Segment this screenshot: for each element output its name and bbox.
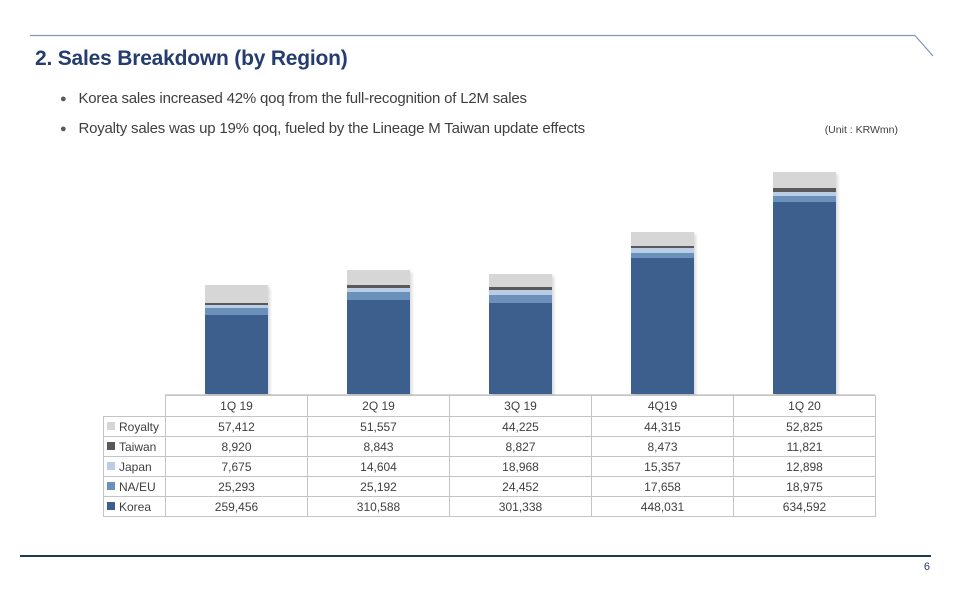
bar-segment-japan: [488, 289, 552, 296]
value-cell: 448,031: [591, 496, 734, 517]
column-header: 1Q 20: [733, 395, 876, 417]
legend-label-cell: Royalty: [103, 416, 166, 437]
value-cell: 15,357: [591, 456, 734, 477]
column-header: 4Q19: [591, 395, 734, 417]
value-cell: 8,473: [591, 436, 734, 457]
bar-segment-taiwan: [488, 286, 552, 290]
sales-stacked-bar-chart: [165, 150, 875, 400]
bullet-text: Royalty sales was up 19% qoq, fueled by …: [78, 120, 585, 137]
bar-segment-naeu: [772, 195, 836, 202]
bullet-item: ● Royalty sales was up 19% qoq, fueled b…: [60, 120, 585, 139]
value-cell: 52,825: [733, 416, 876, 437]
value-cell: 301,338: [449, 496, 592, 517]
legend-label-cell: Taiwan: [103, 436, 166, 457]
value-cell: 310,588: [307, 496, 450, 517]
table-row-naeu: NA/EU 25,293 25,192 24,452 17,658 18,975: [103, 476, 876, 497]
chart-column-2q19: [307, 150, 449, 394]
column-header: 1Q 19: [165, 395, 308, 417]
bar-segment-royalty: [346, 269, 410, 286]
bullet-dot-icon: ●: [60, 123, 67, 135]
data-table: 1Q 19 2Q 19 3Q 19 4Q19 1Q 20 Royalty 57,412 51,…: [103, 395, 876, 517]
value-cell: 25,293: [165, 476, 308, 497]
bar-segment-japan: [772, 192, 836, 196]
page-title: 2. Sales Breakdown (by Region): [35, 47, 348, 70]
value-cell: 12,898: [733, 456, 876, 477]
chart-column-1q20: [733, 150, 875, 394]
value-cell: 18,975: [733, 476, 876, 497]
bar-segment-royalty: [488, 273, 552, 287]
value-cell: 25,192: [307, 476, 450, 497]
stacked-bar: [630, 232, 694, 394]
value-cell: 18,968: [449, 456, 592, 477]
bar-segment-taiwan: [772, 188, 836, 193]
table-row-korea: Korea 259,456 310,588 301,338 448,031 634,592: [103, 496, 876, 517]
stacked-bar: [772, 172, 836, 394]
value-cell: 24,452: [449, 476, 592, 497]
bullet-item: ● Korea sales increased 42% qoq from the…: [60, 90, 585, 109]
bullet-text: Korea sales increased 42% qoq from the f…: [78, 90, 527, 107]
chart-column-3q19: [449, 150, 591, 394]
value-cell: 259,456: [165, 496, 308, 517]
bar-segment-taiwan: [204, 302, 268, 306]
stacked-bar: [204, 285, 268, 394]
value-cell: 8,827: [449, 436, 592, 457]
bar-segment-naeu: [488, 295, 552, 303]
page-number: 6: [923, 561, 930, 573]
value-cell: 11,821: [733, 436, 876, 457]
value-cell: 634,592: [733, 496, 876, 517]
legend-label-cell: NA/EU: [103, 476, 166, 497]
bar-segment-royalty: [772, 172, 836, 189]
corner-blank-cell: [104, 396, 166, 417]
table-row-royalty: Royalty 57,412 51,557 44,225 44,315 52,825: [103, 416, 876, 437]
table-row-japan: Japan 7,675 14,604 18,968 15,357 12,898: [103, 456, 876, 477]
legend-label-cell: Korea: [103, 496, 166, 517]
bar-segment-japan: [630, 248, 694, 253]
chart-column-4q19: [591, 150, 733, 394]
bullet-list: ● Korea sales increased 42% qoq from the…: [60, 90, 585, 150]
legend-label-cell: Japan: [103, 456, 166, 477]
bar-segment-naeu: [204, 307, 268, 316]
table-row-taiwan: Taiwan 8,920 8,843 8,827 8,473 11,821: [103, 436, 876, 457]
footer-rule: [20, 555, 931, 557]
bar-segment-royalty: [204, 285, 268, 303]
bullet-dot-icon: ●: [60, 93, 67, 105]
stacked-bar: [488, 273, 552, 394]
stacked-bar: [346, 269, 410, 394]
bar-segment-korea: [772, 201, 836, 394]
bar-segment-japan: [204, 305, 268, 308]
table-header-row: 1Q 19 2Q 19 3Q 19 4Q19 1Q 20: [104, 395, 876, 417]
bar-segment-taiwan: [346, 285, 410, 288]
unit-label: (Unit : KRWmn): [824, 124, 898, 136]
value-cell: 14,604: [307, 456, 450, 477]
legend-swatch-icon: [107, 502, 115, 511]
legend-swatch-icon: [107, 442, 115, 451]
legend-swatch-icon: [107, 462, 115, 471]
value-cell: 8,843: [307, 436, 450, 457]
column-header: 3Q 19: [449, 395, 592, 417]
value-cell: 7,675: [165, 456, 308, 477]
bar-segment-taiwan: [630, 245, 694, 249]
chart-column-1q19: [165, 150, 307, 394]
bar-segment-korea: [346, 299, 410, 394]
bar-segment-korea: [630, 258, 694, 394]
bar-segment-korea: [488, 302, 552, 394]
legend-swatch-icon: [107, 482, 115, 491]
value-cell: 44,225: [449, 416, 592, 437]
column-header: 2Q 19: [307, 395, 450, 417]
value-cell: 44,315: [591, 416, 734, 437]
value-cell: 8,920: [165, 436, 308, 457]
value-cell: 17,658: [591, 476, 734, 497]
bar-segment-naeu: [346, 292, 410, 300]
bar-segment-korea: [204, 315, 268, 394]
value-cell: 51,557: [307, 416, 450, 437]
bar-segment-japan: [346, 287, 410, 293]
bar-segment-royalty: [630, 232, 694, 246]
bar-segment-naeu: [630, 252, 694, 259]
value-cell: 57,412: [165, 416, 308, 437]
data-table-body: 1Q 19 2Q 19 3Q 19 4Q19 1Q 20 Royalty 57,412 51,…: [103, 395, 876, 517]
legend-swatch-icon: [107, 422, 115, 431]
